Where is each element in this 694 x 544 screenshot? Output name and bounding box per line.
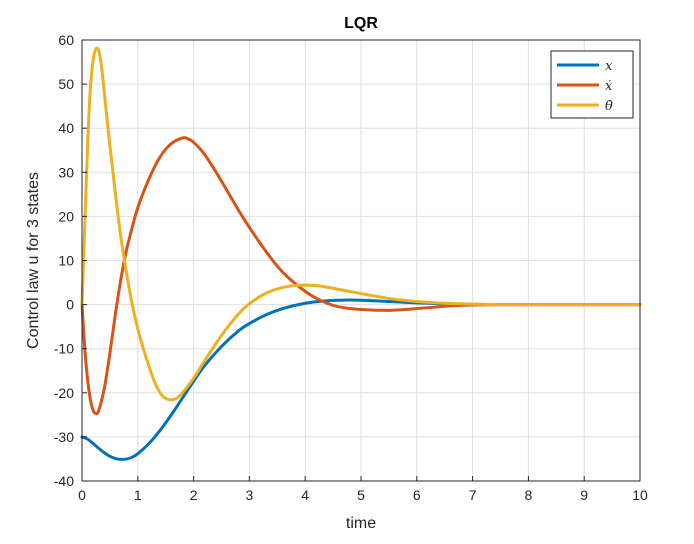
y-tick-label: 0 <box>66 297 74 313</box>
chart-title: LQR <box>344 15 378 32</box>
y-tick-label: -20 <box>54 385 74 401</box>
x-tick-label: 10 <box>632 487 648 503</box>
y-tick-label: 60 <box>58 32 74 48</box>
y-tick-label: -10 <box>54 341 74 357</box>
x-tick-label: 0 <box>78 487 86 503</box>
x-tick-label: 1 <box>134 487 142 503</box>
x-tick-label: 7 <box>469 487 477 503</box>
x-tick-label: 2 <box>190 487 198 503</box>
legend-label: θ̇ <box>605 99 613 114</box>
legend: xẋ θ̇ <box>550 50 634 119</box>
legend-entry-x: x <box>557 59 613 74</box>
y-tick-label: 20 <box>58 208 74 224</box>
legend-entry-thetadot: θ̇ <box>557 99 613 114</box>
thetadot-series-line <box>80 46 642 402</box>
x-tick-label: 3 <box>246 487 254 503</box>
y-tick-label: 40 <box>58 120 74 136</box>
y-axis-label: Control law u for 3 states <box>25 172 42 349</box>
xdot-series-line <box>80 136 642 416</box>
y-tick-label: 30 <box>58 164 74 180</box>
y-tick-label: -40 <box>54 473 74 489</box>
x-tick-label: 6 <box>413 487 421 503</box>
y-tick-label: 10 <box>58 253 74 269</box>
y-tick-label: -30 <box>54 429 74 445</box>
y-tick-label: 50 <box>58 76 74 92</box>
legend-label: x <box>605 59 613 74</box>
x-axis-label: time <box>346 515 376 532</box>
legend-label: ẋ <box>605 79 613 94</box>
legend-entry-xdot: ẋ <box>557 79 613 94</box>
x-tick-label: 8 <box>525 487 533 503</box>
x-tick-label: 5 <box>357 487 365 503</box>
x-tick-label: 4 <box>301 487 309 503</box>
x-tick-label: 9 <box>580 487 588 503</box>
